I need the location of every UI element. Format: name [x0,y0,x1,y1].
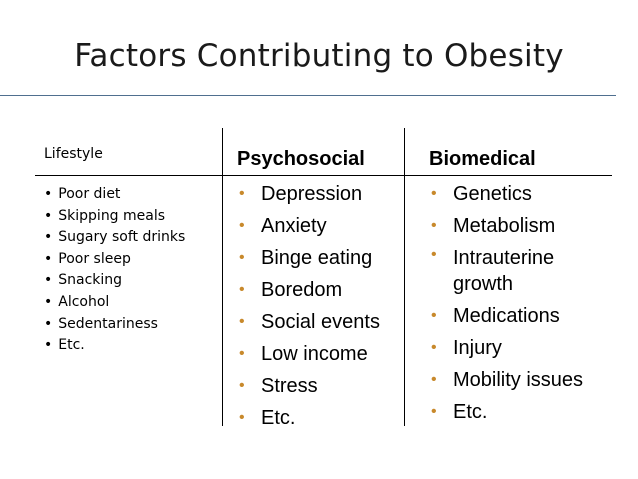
bullet-icon: • [431,307,437,324]
lifestyle-heading: Lifestyle [44,146,103,162]
list-item-label: Medications [453,305,560,327]
list-item: • Boredom [237,274,380,306]
bullet-icon: • [44,186,53,202]
list-item: • Poor sleep [44,249,185,271]
list-item: • Etc. [429,396,603,428]
list-item: • Mobility issues [429,364,603,396]
list-item: • Snacking [44,270,185,292]
list-item: • Skipping meals [44,206,185,228]
bullet-icon: • [239,345,245,362]
list-item-label: Intrauterine growth [453,247,555,295]
list-item-label: Injury [453,337,502,359]
bullet-icon: • [239,377,245,394]
psychosocial-heading: Psychosocial [237,148,365,170]
list-item-label: Binge eating [261,247,373,269]
bullet-icon: • [44,272,53,289]
list-item: • Sugary soft drinks [44,227,185,249]
bullet-icon: • [239,409,245,426]
list-item: • Depression [237,178,380,210]
bullet-icon: • [44,315,53,332]
list-item: • Binge eating [237,242,380,274]
header-divider [35,175,612,176]
bullet-icon: • [431,246,437,263]
list-item: • Metabolism [429,210,603,242]
slide-title: Factors Contributing to Obesity [74,38,564,74]
biomedical-heading: Biomedical [429,148,536,170]
list-item: • Low income [237,338,380,370]
list-item: • Anxiety [237,210,380,242]
list-item-label: Etc. [453,401,488,423]
bullet-icon: • [431,371,437,388]
list-item-label: Etc. [58,337,85,354]
psychosocial-list: • Depression • Anxiety • Binge eating • Bore… [237,178,380,434]
list-item: • Intrauterine growth [429,242,603,300]
list-item-label: Skipping meals [58,207,166,224]
bullet-icon: • [239,313,245,330]
list-item-label: Sedentariness [58,315,158,332]
biomedical-column: Biomedical • Genetics • Metabolism • Intrau… [429,148,603,428]
bullet-icon: • [239,185,245,202]
list-item: • Injury [429,332,603,364]
list-item: • Medications [429,300,603,332]
lifestyle-column: Lifestyle • Poor diet • Skipping meals • Su… [44,146,185,357]
list-item-label: Snacking [58,272,123,289]
list-item-label: Low income [261,343,368,365]
bullet-icon: • [239,217,245,234]
list-item-label: Alcohol [58,293,110,310]
list-item-label: Genetics [453,183,532,205]
list-item-label: Mobility issues [453,369,584,391]
list-item: • Genetics [429,178,603,210]
bullet-icon: • [44,337,53,354]
list-item-label: Etc. [261,407,296,429]
lifestyle-list: • Poor diet • Skipping meals • Sugary soft … [44,184,185,357]
list-item: • Poor diet [44,184,185,206]
bullet-icon: • [44,250,53,267]
list-item: • Sedentariness [44,314,185,336]
biomedical-list: • Genetics • Metabolism • Intrauterine grow… [429,178,603,428]
list-item: • Etc. [237,402,380,434]
bullet-icon: • [239,281,245,298]
bullet-icon: • [44,229,53,246]
bullet-icon: • [44,207,53,224]
bullet-icon: • [431,185,437,202]
bullet-icon: • [239,249,245,266]
column-divider-1 [222,128,223,426]
list-item-label: Anxiety [261,215,327,237]
bullet-icon: • [44,293,53,310]
list-item-label: Poor sleep [58,250,131,267]
list-item-label: Metabolism [453,215,556,237]
bullet-icon: • [431,403,437,420]
list-item-label: Sugary soft drinks [58,229,186,246]
list-item: • Social events [237,306,380,338]
list-item-label: Boredom [261,279,343,301]
list-item-label: Depression [261,183,363,205]
list-item: • Etc. [44,335,185,357]
bullet-icon: • [431,217,437,234]
bullet-icon: • [431,339,437,356]
list-item: • Stress [237,370,380,402]
list-item-label: Social events [261,311,380,333]
list-item: • Alcohol [44,292,185,314]
list-item-label: Poor diet [58,186,121,202]
list-item-label: Stress [261,375,318,397]
title-divider [0,95,616,96]
column-divider-2 [404,128,405,426]
psychosocial-column: Psychosocial • Depression • Anxiety • Binge… [237,148,380,434]
